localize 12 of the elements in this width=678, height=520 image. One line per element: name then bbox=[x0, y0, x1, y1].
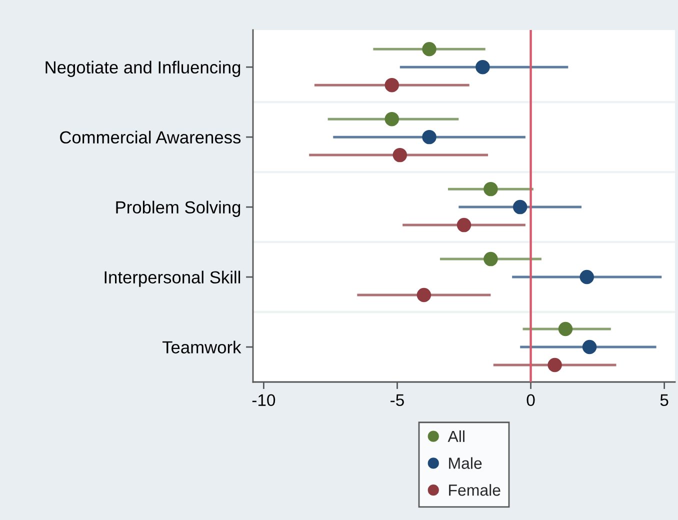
legend-label: Female bbox=[449, 484, 500, 496]
x-tick-label: 5 bbox=[660, 394, 668, 406]
y-tick-label: Commercial Awareness bbox=[60, 130, 241, 144]
x-tick-label: -5 bbox=[390, 394, 404, 406]
legend-label: Male bbox=[449, 457, 482, 469]
y-tick-label: Teamwork bbox=[162, 340, 242, 354]
y-tick-label: Interpersonal Skill bbox=[104, 270, 240, 287]
y-tick-label: Problem Solving bbox=[116, 200, 240, 217]
x-tick-label: 0 bbox=[526, 394, 535, 406]
y-tick-label: Negotiate and Influencing bbox=[46, 60, 240, 77]
x-tick-label: -10 bbox=[252, 394, 276, 406]
legend-label: All bbox=[448, 430, 464, 442]
